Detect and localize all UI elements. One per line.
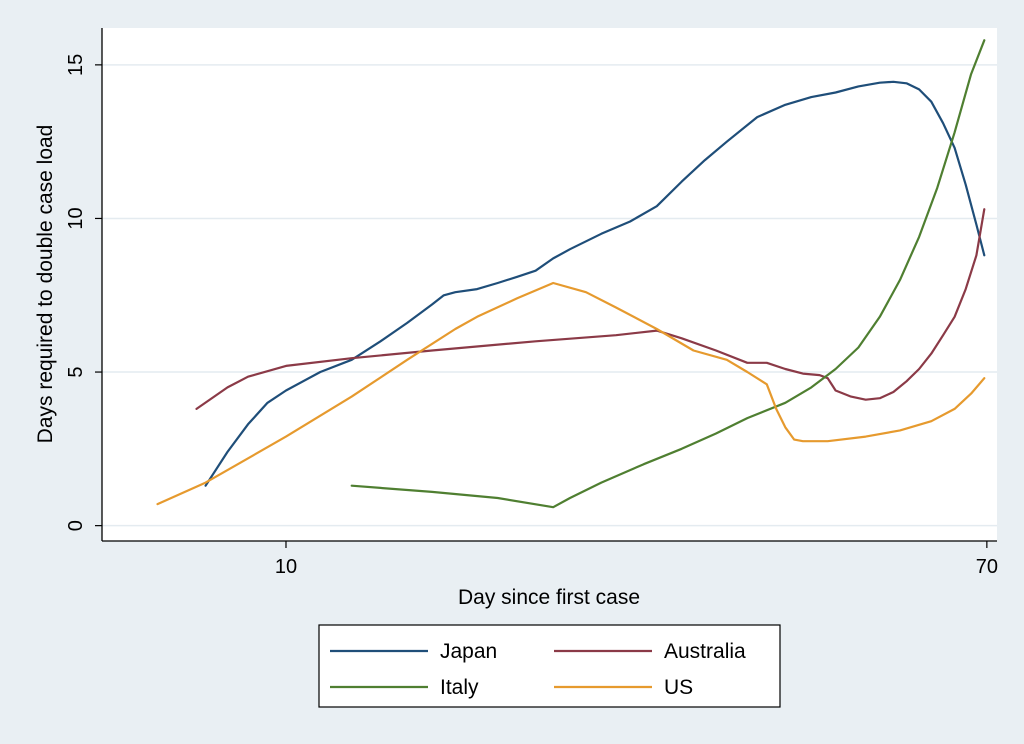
legend-label-australia: Australia	[664, 640, 746, 663]
x-tick-label-10: 10	[275, 556, 297, 578]
x-tick-label-70: 70	[976, 556, 998, 578]
x-axis-title: Day since first case	[458, 586, 640, 609]
y-tick-label-0: 0	[65, 520, 87, 531]
gridlines	[102, 64, 997, 527]
y-axis-title: Days required to double case load	[34, 125, 57, 444]
legend-label-us: US	[664, 676, 693, 699]
legend: Japan Australia Italy US	[318, 624, 781, 708]
series-lines	[156, 39, 986, 509]
legend-box	[318, 624, 781, 708]
y-tick-label-5: 5	[65, 366, 87, 377]
y-tick-label-15: 15	[65, 54, 87, 76]
series-line-us	[156, 281, 986, 506]
y-tick-label-10: 10	[65, 207, 87, 229]
legend-label-japan: Japan	[440, 640, 497, 663]
x-ticks: 10 70	[275, 541, 998, 578]
legend-items: Japan Australia Italy US	[330, 640, 746, 699]
series-line-japan	[204, 80, 986, 487]
series-line-italy	[350, 39, 986, 509]
y-ticks: 0 5 10 15	[65, 54, 102, 531]
legend-label-italy: Italy	[440, 676, 479, 699]
